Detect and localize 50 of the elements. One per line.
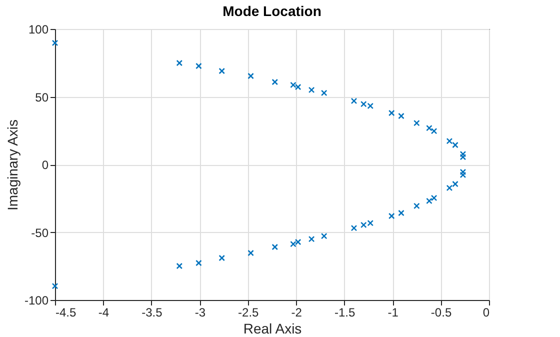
point <box>446 184 453 192</box>
x-tick-label: -1.5 <box>334 306 356 320</box>
point <box>460 172 466 178</box>
point <box>388 110 395 116</box>
point <box>176 262 183 270</box>
point <box>248 250 254 256</box>
point <box>350 224 358 232</box>
point <box>272 78 278 86</box>
point <box>414 120 420 126</box>
point <box>388 212 395 220</box>
chart-title: Mode Location <box>222 3 322 19</box>
point <box>446 138 453 144</box>
y-tick-label: 100 <box>28 22 49 36</box>
point <box>196 62 202 70</box>
point <box>460 168 466 176</box>
point <box>52 40 58 46</box>
point <box>460 154 466 160</box>
point <box>452 180 458 188</box>
point <box>218 68 225 74</box>
x-tick-label: -4.5 <box>56 306 77 320</box>
x-tick-label: -2.5 <box>238 306 260 320</box>
point <box>414 202 420 210</box>
point <box>52 282 58 290</box>
x-tick-label: -2 <box>291 306 302 320</box>
point <box>320 232 328 240</box>
point <box>196 260 202 266</box>
x-tick-label: -0.5 <box>430 306 452 320</box>
x-tick-label: -3 <box>194 306 206 320</box>
point <box>452 142 458 148</box>
x-tick-label: -4 <box>98 306 110 320</box>
point <box>398 210 404 216</box>
point <box>350 98 358 104</box>
point <box>460 150 466 158</box>
point <box>272 244 278 250</box>
x-tick-label: 0 <box>482 306 490 320</box>
point <box>398 112 404 120</box>
y-tick-label: -50 <box>31 226 49 240</box>
point <box>218 254 225 262</box>
x-axis-title: Real Axis <box>243 320 302 336</box>
point <box>308 236 315 242</box>
x-tick-label: -3.5 <box>142 306 163 320</box>
y-axis-title: Imaginary Axis <box>4 119 20 211</box>
x-tick-label: -1 <box>388 306 399 320</box>
y-tick-label: -100 <box>24 294 49 308</box>
point <box>320 90 328 96</box>
point <box>308 86 315 94</box>
y-tick-label: 0 <box>42 158 49 172</box>
point <box>176 60 183 66</box>
y-tick-label: 50 <box>35 90 49 104</box>
point <box>248 72 254 80</box>
